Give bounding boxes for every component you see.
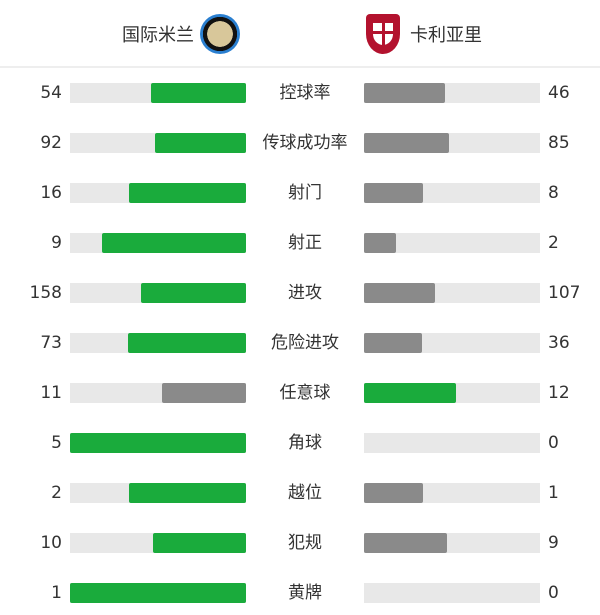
away-bar	[364, 333, 540, 353]
stat-label: 控球率	[279, 83, 331, 103]
stat-label: 进攻	[288, 283, 322, 303]
away-bar-fill	[364, 483, 423, 503]
home-bar-fill	[70, 583, 246, 603]
stat-label: 射门	[288, 183, 322, 203]
home-bar	[70, 383, 246, 403]
home-bar	[70, 283, 246, 303]
home-bar	[70, 83, 246, 103]
home-value: 1	[51, 583, 62, 603]
away-value: 0	[548, 583, 559, 603]
away-bar	[364, 83, 540, 103]
away-value: 9	[548, 533, 559, 553]
away-team[interactable]: 卡利亚里	[366, 14, 482, 54]
stat-label: 任意球	[279, 383, 331, 403]
away-bar	[364, 433, 540, 453]
home-bar	[70, 583, 246, 603]
away-bar-fill	[364, 133, 449, 153]
away-bar	[364, 283, 540, 303]
home-bar	[70, 183, 246, 203]
away-bar	[364, 383, 540, 403]
home-value: 73	[40, 333, 62, 353]
stat-row: 10 犯规 9	[0, 531, 600, 555]
home-bar-fill	[128, 333, 246, 353]
away-team-name: 卡利亚里	[410, 25, 482, 46]
home-bar	[70, 483, 246, 503]
away-bar	[364, 583, 540, 603]
home-value: 9	[51, 233, 62, 253]
stat-label: 越位	[288, 483, 322, 503]
stat-row: 11 任意球 12	[0, 381, 600, 405]
cagliari-logo-icon	[366, 14, 400, 54]
away-bar	[364, 533, 540, 553]
home-bar-fill	[161, 383, 246, 403]
stat-label: 危险进攻	[271, 333, 339, 353]
home-value: 11	[40, 383, 62, 403]
away-bar	[364, 183, 540, 203]
stat-label: 传球成功率	[262, 133, 348, 153]
stat-label: 黄牌	[288, 583, 322, 603]
away-value: 46	[548, 83, 570, 103]
away-bar	[364, 233, 540, 253]
home-bar	[70, 533, 246, 553]
away-value: 1	[548, 483, 559, 503]
inter-milan-logo-icon	[200, 14, 240, 54]
stat-row: 54 控球率 46	[0, 81, 600, 105]
stat-label: 犯规	[288, 533, 322, 553]
home-bar-fill	[128, 183, 246, 203]
home-value: 2	[51, 483, 62, 503]
home-bar	[70, 133, 246, 153]
home-bar-fill	[153, 533, 246, 553]
stat-label: 射正	[288, 233, 322, 253]
home-bar-fill	[154, 133, 246, 153]
away-bar-fill	[364, 183, 423, 203]
away-bar-fill	[364, 533, 448, 553]
home-value: 92	[40, 133, 62, 153]
home-bar-fill	[128, 483, 246, 503]
away-value: 107	[548, 283, 581, 303]
home-bar	[70, 333, 246, 353]
away-bar-fill	[364, 383, 456, 403]
home-team[interactable]: 国际米兰	[122, 14, 246, 54]
home-bar-fill	[102, 233, 246, 253]
stat-row: 16 射门 8	[0, 181, 600, 205]
away-value: 12	[548, 383, 570, 403]
home-value: 5	[51, 433, 62, 453]
stat-row: 2 越位 1	[0, 481, 600, 505]
stat-row: 1 黄牌 0	[0, 581, 600, 605]
away-bar	[364, 133, 540, 153]
away-value: 85	[548, 133, 570, 153]
home-value: 10	[40, 533, 62, 553]
away-bar-fill	[364, 333, 423, 353]
stat-row: 5 角球 0	[0, 431, 600, 455]
away-value: 2	[548, 233, 559, 253]
stat-row: 9 射正 2	[0, 231, 600, 255]
stat-row: 158 进攻 107	[0, 281, 600, 305]
away-value: 36	[548, 333, 570, 353]
home-value: 16	[40, 183, 62, 203]
home-bar	[70, 233, 246, 253]
match-header: 国际米兰 卡利亚里	[0, 0, 600, 68]
away-bar-fill	[364, 233, 396, 253]
away-bar-fill	[364, 83, 445, 103]
home-value: 54	[40, 83, 62, 103]
away-bar	[364, 483, 540, 503]
away-value: 8	[548, 183, 559, 203]
home-value: 158	[29, 283, 62, 303]
home-bar	[70, 433, 246, 453]
home-bar-fill	[150, 83, 246, 103]
home-bar-fill	[70, 433, 246, 453]
away-value: 0	[548, 433, 559, 453]
stat-row: 73 危险进攻 36	[0, 331, 600, 355]
stat-row: 92 传球成功率 85	[0, 131, 600, 155]
away-bar-fill	[364, 283, 436, 303]
home-team-name: 国际米兰	[122, 25, 194, 46]
stat-label: 角球	[288, 433, 322, 453]
home-bar-fill	[141, 283, 246, 303]
